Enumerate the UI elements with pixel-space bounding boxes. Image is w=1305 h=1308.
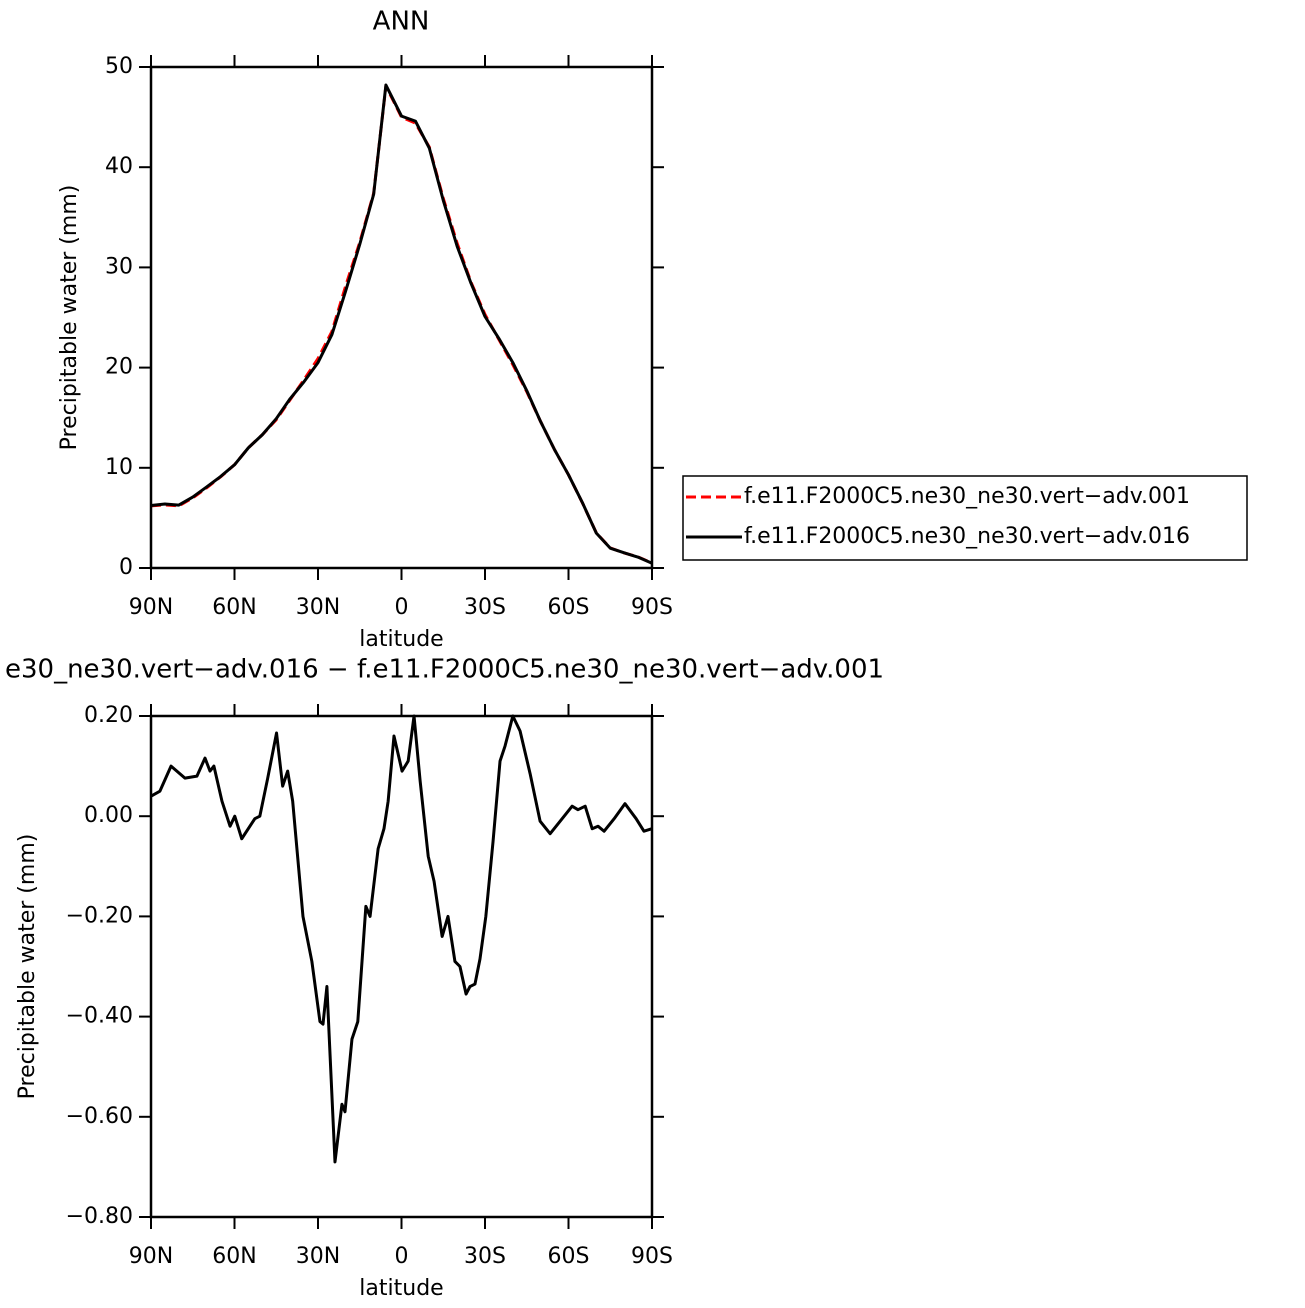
data-line xyxy=(150,83,653,565)
chart-title: e30_ne30.vert−adv.016 − f.e11.F2000C5.ne… xyxy=(5,655,884,685)
x-tick-label: 30N xyxy=(296,1244,340,1269)
x-axis-label: latitude xyxy=(359,627,443,652)
x-tick-label: 60N xyxy=(212,1244,256,1269)
x-tick-label: 60N xyxy=(212,595,256,620)
x-tick-label: 90N xyxy=(129,1244,173,1269)
y-tick-label: 10 xyxy=(105,455,133,480)
chart-title: ANN xyxy=(373,7,430,37)
y-tick-label: 0.00 xyxy=(84,803,133,828)
x-tick-label: 90S xyxy=(631,1244,673,1269)
x-axis-label: latitude xyxy=(359,1276,443,1301)
data-line xyxy=(150,714,653,1164)
y-tick-label: 0.20 xyxy=(84,703,133,728)
legend-label: f.e11.F2000C5.ne30_ne30.vert−adv.016 xyxy=(744,524,1190,549)
y-axis-label: Precipitable water (mm) xyxy=(57,185,82,451)
x-tick-label: 30S xyxy=(464,595,506,620)
plot-frame xyxy=(149,65,654,570)
y-tick-label: −0.40 xyxy=(66,1004,133,1029)
plot-frame xyxy=(149,714,654,1219)
y-tick-label: −0.60 xyxy=(66,1104,133,1129)
x-tick-label: 90N xyxy=(129,595,173,620)
y-tick-label: 30 xyxy=(105,254,133,279)
y-tick-label: 50 xyxy=(105,54,133,79)
x-tick-label: 30N xyxy=(296,595,340,620)
legend-box xyxy=(682,475,1248,561)
x-tick-label: 60S xyxy=(548,595,590,620)
x-tick-label: 0 xyxy=(395,595,409,620)
y-tick-label: 0 xyxy=(119,555,133,580)
y-tick-label: −0.80 xyxy=(66,1204,133,1229)
y-tick-label: 20 xyxy=(105,355,133,380)
x-tick-label: 30S xyxy=(464,1244,506,1269)
x-tick-label: 60S xyxy=(548,1244,590,1269)
y-axis-label: Precipitable water (mm) xyxy=(15,834,40,1100)
legend-label: f.e11.F2000C5.ne30_ne30.vert−adv.001 xyxy=(744,484,1190,509)
x-tick-label: 90S xyxy=(631,595,673,620)
y-tick-label: 40 xyxy=(105,154,133,179)
x-tick-label: 0 xyxy=(395,1244,409,1269)
y-tick-label: −0.20 xyxy=(66,903,133,928)
